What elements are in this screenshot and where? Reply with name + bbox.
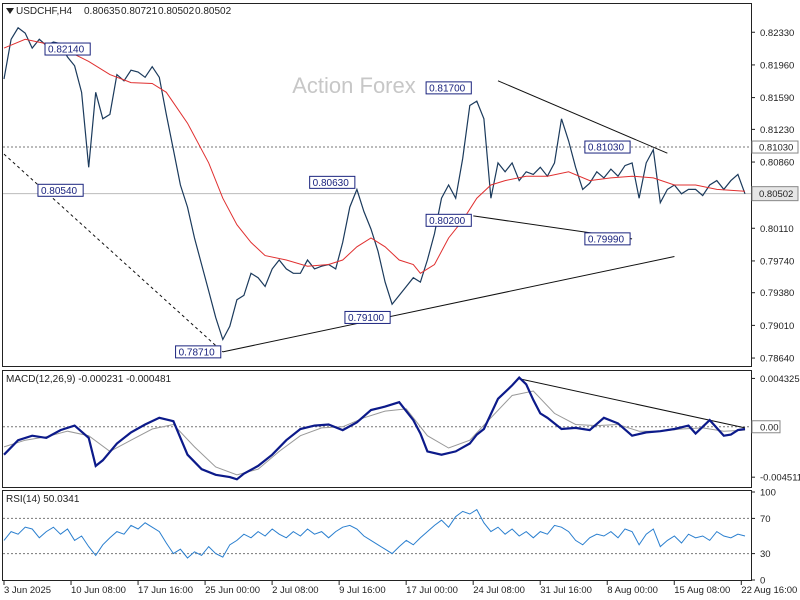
rsi-tick-label: 100: [760, 488, 776, 499]
price-tick-label: 0.81590: [760, 93, 794, 104]
price-callouts: 0.82140 0.80540 0.78710 0.80630 0.79100 0.817…: [37, 42, 631, 359]
callout-box: [37, 183, 84, 197]
header-values: 0.80635 0.80721 0.80502 0.80502: [84, 6, 232, 17]
price-series: [3, 26, 746, 342]
time-tick-label: 22 Aug 16:00: [741, 585, 797, 596]
callout-label: 0.80630: [313, 178, 350, 189]
rsi-tick-label: 0: [760, 576, 765, 587]
time-tick-label: 31 Jul 16:00: [540, 585, 592, 596]
macd-tick-label: 0.004325: [760, 374, 800, 385]
rsi-tick-label: 70: [760, 514, 771, 525]
callout-label: 0.79100: [348, 313, 385, 324]
price-panel-frame: [2, 3, 752, 367]
price-grid: [3, 146, 751, 195]
price-tick-label: 0.79740: [760, 256, 794, 267]
macd-trendlines: [519, 378, 746, 429]
moving-average-line: [3, 38, 746, 274]
macd-series: [3, 376, 746, 481]
time-tick-label: 8 Aug 00:00: [607, 585, 658, 596]
callout-label: 0.80200: [429, 216, 466, 227]
collapse-triangle-icon[interactable]: [6, 8, 14, 14]
callout-box: [175, 345, 222, 359]
time-tick-label: 25 Jun 00:00: [205, 585, 260, 596]
time-tick-label: 15 Aug 08:00: [674, 585, 730, 596]
rsi-panel-frame: [2, 490, 752, 581]
callout-box: [44, 42, 91, 56]
price-tick-label: 0.78640: [760, 354, 794, 365]
price-trendline-0: [222, 256, 675, 353]
rsi-panel: RSI(14) 50.0341 100 70 30 0: [2, 488, 776, 587]
price-trendline-2: [497, 80, 668, 154]
callout-label: 0.81700: [429, 83, 466, 94]
price-axis: 0.82330 0.81960 0.81590 0.81230 0.80860 0.801…: [751, 28, 799, 365]
watermark: Action Forex: [292, 73, 416, 98]
rsi-line: [3, 508, 746, 559]
price-tick-label: 0.81230: [760, 125, 794, 136]
price-tick-label: 0.80110: [760, 224, 794, 235]
callout-label: 0.82140: [48, 45, 85, 56]
rsi-axis: 100 70 30 0: [751, 488, 776, 587]
time-tick-label: 2 Jul 08:00: [272, 585, 318, 596]
price-panel: USDCHF,H4 0.80635 0.80721 0.80502 0.80502 A…: [2, 3, 799, 367]
macd-panel-frame: [2, 370, 752, 488]
time-tick-label: 17 Jun 16:00: [138, 585, 193, 596]
macd-panel: MACD(12,26,9) -0.000231 -0.000481 0.0043…: [2, 370, 800, 488]
callout-label: 0.78710: [179, 347, 216, 358]
time-axis: 3 Jun 2025 10 Jun 08:00 17 Jun 16:00 25 Jun…: [3, 581, 797, 596]
last-price-label: 0.80502: [759, 189, 793, 200]
time-tick-label: 17 Jul 00:00: [406, 585, 458, 596]
macd-axis: 0.004325 0.00 -0.004511: [751, 374, 800, 484]
instrument-label: USDCHF,H4: [16, 6, 73, 17]
level-price-box: [751, 140, 799, 154]
price-tick-label: 0.81960: [760, 60, 794, 71]
macd-label: MACD(12,26,9) -0.000231 -0.000481: [6, 374, 172, 385]
rsi-label: RSI(14) 50.0341: [6, 494, 80, 505]
time-tick-label: 10 Jun 08:00: [71, 585, 126, 596]
level-price-label: 0.81030: [759, 143, 793, 154]
time-tick-label: 9 Jul 16:00: [339, 585, 385, 596]
header-value-0: 0.80635: [84, 6, 121, 17]
callout-box: [309, 175, 356, 189]
header-value-3: 0.80502: [195, 6, 232, 17]
rsi-grid: [3, 517, 751, 555]
price-tick-label: 0.80860: [760, 158, 794, 169]
header-value-1: 0.80721: [121, 6, 158, 17]
callout-box: [584, 140, 631, 154]
rsi-tick-label: 30: [760, 549, 771, 560]
macd-line: [3, 376, 746, 481]
callout-box: [344, 310, 391, 324]
callout-label: 0.79990: [588, 234, 625, 245]
macd-zero-box: [751, 420, 781, 434]
header-value-2: 0.80502: [158, 6, 195, 17]
macd-trendline-0: [519, 378, 746, 429]
time-tick-label: 3 Jun 2025: [4, 585, 51, 596]
callout-label: 0.81030: [588, 143, 625, 154]
callout-box: [425, 81, 472, 95]
price-tick-label: 0.82330: [760, 28, 794, 39]
price-tick-label: 0.79010: [760, 321, 794, 332]
time-tick-label: 24 Jul 08:00: [473, 585, 525, 596]
last-price-box: [751, 186, 799, 202]
callout-box: [425, 213, 472, 227]
macd-tick-label: -0.004511: [760, 473, 800, 484]
price-tick-label: 0.79380: [760, 288, 794, 299]
macd-tick-label: 0.00: [760, 422, 779, 433]
callout-box: [584, 232, 631, 246]
rsi-series: [3, 508, 746, 559]
callout-label: 0.80540: [41, 186, 78, 197]
